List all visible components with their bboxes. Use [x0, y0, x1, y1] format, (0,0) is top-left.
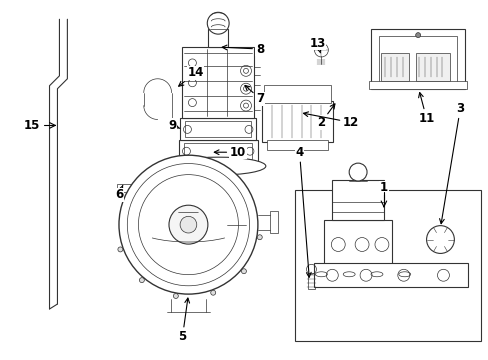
Circle shape	[240, 66, 251, 76]
Bar	[178, 140, 257, 162]
Bar	[380, 53, 408, 81]
Text: 15: 15	[23, 119, 40, 132]
Circle shape	[180, 216, 196, 233]
Bar	[415, 53, 449, 81]
Bar	[208, 29, 228, 47]
Bar	[184, 143, 251, 159]
Bar	[266, 140, 327, 150]
Bar	[123, 200, 132, 206]
Circle shape	[314, 43, 327, 57]
Bar	[314, 264, 468, 287]
Bar	[269, 211, 277, 233]
Text: 8: 8	[222, 42, 264, 55]
Text: 6: 6	[115, 185, 123, 201]
Text: 4: 4	[295, 146, 310, 277]
Text: 3: 3	[439, 102, 464, 224]
Circle shape	[118, 247, 122, 252]
Circle shape	[119, 155, 257, 294]
Bar	[370, 29, 464, 89]
Text: 11: 11	[418, 93, 434, 125]
Ellipse shape	[170, 157, 265, 175]
Text: 5: 5	[178, 298, 189, 343]
Bar	[332, 180, 383, 220]
Bar	[182, 47, 253, 118]
Circle shape	[207, 12, 229, 34]
Text: 2: 2	[317, 104, 334, 129]
Text: 7: 7	[244, 85, 264, 105]
Text: 10: 10	[214, 146, 245, 159]
Circle shape	[169, 205, 207, 244]
Circle shape	[139, 278, 144, 283]
Bar	[264, 85, 331, 103]
Bar	[378, 36, 456, 84]
Text: 13: 13	[309, 37, 325, 53]
Circle shape	[348, 163, 366, 181]
Bar	[307, 273, 315, 289]
Bar	[180, 118, 255, 140]
Circle shape	[240, 83, 251, 94]
Bar	[226, 207, 254, 243]
Circle shape	[210, 290, 215, 295]
Bar	[324, 220, 391, 269]
Text: 14: 14	[178, 66, 203, 86]
Circle shape	[241, 269, 246, 274]
Text: 12: 12	[303, 112, 359, 129]
Circle shape	[257, 235, 262, 240]
Circle shape	[173, 293, 178, 298]
Bar	[368, 81, 467, 89]
Circle shape	[415, 33, 420, 37]
Bar	[262, 100, 333, 142]
Text: 1: 1	[379, 181, 387, 194]
Bar	[294, 190, 480, 341]
Bar	[117, 184, 137, 192]
Circle shape	[240, 100, 251, 111]
Bar	[185, 121, 250, 137]
Text: 9: 9	[168, 119, 180, 132]
Circle shape	[426, 226, 453, 253]
